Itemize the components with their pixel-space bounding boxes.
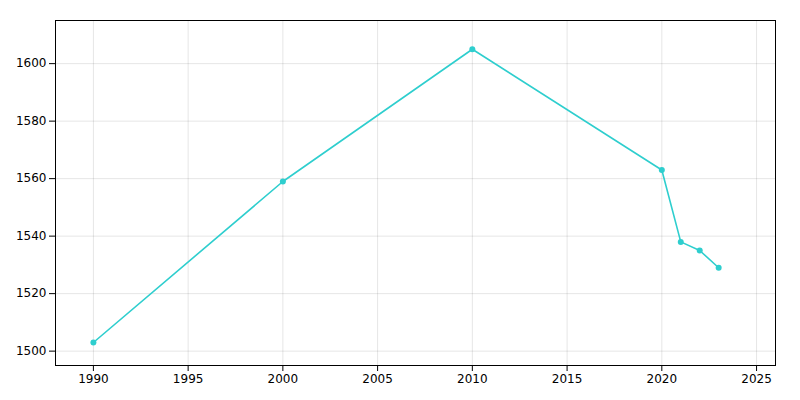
svg-text:1600: 1600 bbox=[16, 56, 47, 70]
svg-text:1560: 1560 bbox=[16, 171, 47, 185]
svg-text:1540: 1540 bbox=[16, 229, 47, 243]
svg-text:1580: 1580 bbox=[16, 114, 47, 128]
svg-text:1500: 1500 bbox=[16, 344, 47, 358]
svg-text:2025: 2025 bbox=[741, 372, 772, 386]
svg-text:1520: 1520 bbox=[16, 286, 47, 300]
svg-text:2010: 2010 bbox=[457, 372, 488, 386]
svg-text:2000: 2000 bbox=[268, 372, 299, 386]
svg-text:2005: 2005 bbox=[362, 372, 393, 386]
svg-text:2020: 2020 bbox=[647, 372, 678, 386]
svg-text:1990: 1990 bbox=[78, 372, 109, 386]
svg-text:1995: 1995 bbox=[173, 372, 204, 386]
svg-text:2015: 2015 bbox=[552, 372, 583, 386]
